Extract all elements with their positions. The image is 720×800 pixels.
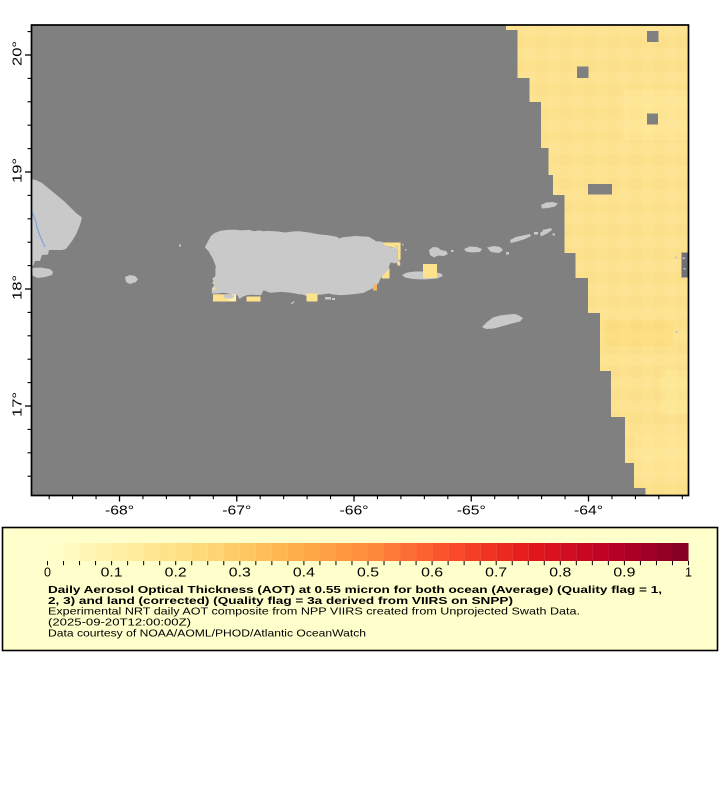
svg-text:Experimental NRT daily AOT com: Experimental NRT daily AOT composite fro… [48, 606, 580, 618]
svg-text:17°: 17° [11, 392, 25, 417]
svg-text:-65°: -65° [457, 504, 486, 518]
svg-text:1: 1 [685, 566, 692, 580]
svg-text:0.5: 0.5 [357, 566, 379, 580]
svg-text:-67°: -67° [222, 504, 251, 518]
svg-text:2, 3) and land (corrected) (Qu: 2, 3) and land (corrected) (Quality flag… [48, 595, 513, 607]
svg-text:Daily Aerosol Optical Thicknes: Daily Aerosol Optical Thickness (AOT) at… [48, 584, 662, 596]
svg-text:-66°: -66° [340, 504, 369, 518]
svg-text:0.6: 0.6 [421, 566, 443, 580]
svg-text:20°: 20° [11, 41, 25, 66]
svg-text:0.2: 0.2 [165, 566, 187, 580]
svg-text:Data courtesy of NOAA/AOML/PHO: Data courtesy of NOAA/AOML/PHOD/Atlantic… [48, 628, 366, 640]
svg-text:(2025-09-20T12:00:00Z): (2025-09-20T12:00:00Z) [48, 617, 191, 629]
svg-text:0: 0 [44, 566, 51, 580]
svg-text:0.4: 0.4 [293, 566, 315, 580]
svg-text:0.8: 0.8 [549, 566, 571, 580]
svg-text:0.7: 0.7 [485, 566, 507, 580]
svg-text:0.3: 0.3 [229, 566, 251, 580]
svg-text:0.9: 0.9 [613, 566, 635, 580]
svg-text:-68°: -68° [105, 504, 134, 518]
svg-text:0.1: 0.1 [101, 566, 123, 580]
svg-text:18°: 18° [11, 275, 25, 300]
svg-text:-64°: -64° [574, 504, 603, 518]
svg-text:19°: 19° [11, 158, 25, 183]
